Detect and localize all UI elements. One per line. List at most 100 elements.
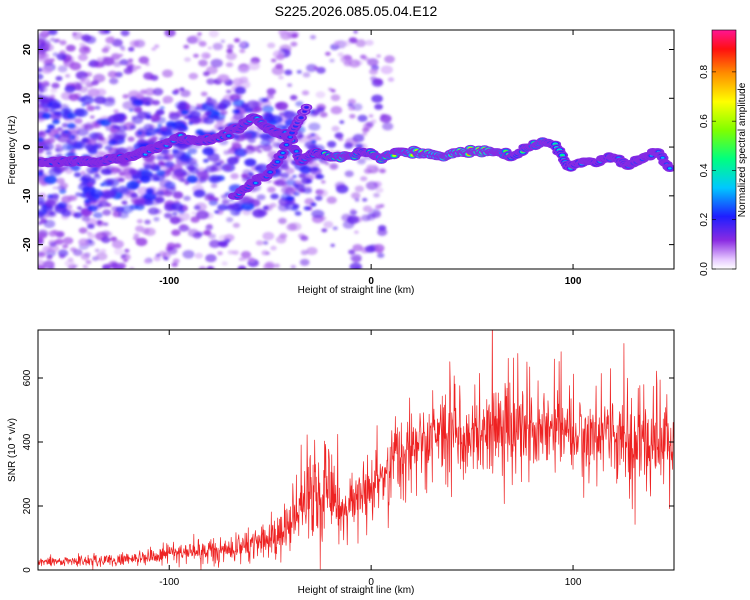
x-tick-label: -100	[159, 276, 179, 287]
noise-blob	[77, 53, 88, 62]
noise-blob	[290, 265, 296, 269]
noise-blob	[107, 260, 119, 269]
noise-blob	[365, 121, 374, 128]
noise-blob	[109, 77, 119, 85]
noise-blob	[230, 116, 240, 123]
noise-blob	[226, 205, 232, 209]
noise-blob	[321, 228, 328, 233]
noise-blob	[295, 101, 304, 107]
noise-blob	[244, 146, 255, 154]
ridge-blob	[294, 150, 299, 153]
noise-blob	[128, 47, 135, 52]
noise-blob	[38, 103, 44, 109]
noise-blob	[330, 243, 335, 247]
noise-blob	[120, 47, 126, 52]
noise-blob	[105, 178, 111, 183]
noise-blob	[100, 168, 111, 175]
noise-blob	[183, 195, 191, 201]
noise-blob	[47, 137, 56, 144]
noise-blob	[348, 249, 356, 255]
noise-blob	[137, 131, 143, 135]
noise-blob	[124, 248, 130, 253]
noise-blob	[227, 250, 235, 255]
noise-blob	[233, 38, 241, 43]
noise-blob	[296, 70, 302, 74]
noise-blob	[315, 91, 326, 99]
noise-blob	[44, 199, 56, 208]
noise-blob	[287, 83, 293, 88]
noise-blob	[210, 183, 218, 188]
noise-blob	[244, 107, 253, 113]
noise-blob	[239, 42, 247, 47]
noise-blob	[369, 68, 378, 75]
noise-blob	[44, 129, 50, 133]
noise-blob	[51, 102, 62, 110]
noise-blob	[57, 201, 68, 209]
noise-blob	[164, 30, 176, 37]
noise-blob	[196, 103, 201, 107]
y-tick-label: 400	[22, 433, 33, 450]
noise-blob	[127, 136, 135, 142]
noise-blob	[276, 54, 285, 61]
noise-blob	[76, 82, 81, 87]
noise-blob	[331, 125, 340, 132]
noise-blob	[38, 67, 43, 73]
noise-blob	[102, 97, 116, 107]
noise-blob	[107, 115, 120, 123]
colorbar: 0.0 0.2 0.4 0.6 0.8 Normalized spectral ampl…	[699, 29, 748, 276]
x-tick-label: 0	[368, 577, 374, 588]
noise-blob	[38, 131, 45, 137]
noise-blob	[220, 39, 225, 43]
spectrogram-ridge	[38, 103, 674, 200]
noise-blob	[232, 222, 240, 228]
noise-blob	[310, 133, 316, 137]
noise-blob	[64, 259, 76, 268]
noise-blob	[132, 105, 143, 113]
noise-blob	[164, 257, 169, 261]
noise-blob	[55, 76, 63, 81]
noise-blob	[55, 177, 65, 185]
noise-blob	[138, 138, 145, 143]
noise-blob	[84, 124, 94, 131]
noise-blob	[348, 59, 361, 68]
noise-blob	[47, 194, 54, 199]
noise-blob	[267, 42, 276, 49]
noise-blob	[171, 202, 184, 211]
noise-blob	[91, 166, 99, 172]
noise-blob	[52, 229, 59, 235]
snr-series-line	[38, 330, 674, 570]
noise-blob	[193, 205, 201, 210]
noise-blob	[89, 60, 99, 68]
noise-blob	[147, 207, 160, 215]
noise-blob	[379, 168, 386, 174]
noise-blob	[351, 255, 362, 263]
noise-blob	[206, 66, 218, 75]
noise-blob	[365, 181, 379, 191]
noise-blob	[47, 124, 55, 130]
noise-blob	[76, 128, 89, 137]
noise-blob	[117, 124, 128, 132]
noise-blob	[174, 243, 182, 249]
spectrogram-x-axis-label: Height of straight line (km)	[298, 285, 415, 296]
noise-blob	[361, 132, 368, 136]
noise-blob	[300, 235, 309, 241]
noise-blob	[373, 244, 385, 253]
noise-blob	[226, 217, 234, 223]
noise-blob	[312, 166, 319, 171]
noise-blob	[333, 40, 342, 46]
noise-blob	[375, 204, 382, 210]
noise-blob	[87, 233, 96, 239]
noise-blob	[96, 252, 108, 261]
noise-blob	[267, 186, 276, 193]
noise-blob	[350, 208, 356, 212]
noise-blob	[105, 36, 115, 44]
noise-blob	[158, 250, 167, 257]
noise-blob	[152, 100, 160, 106]
noise-blob	[119, 59, 129, 66]
noise-blob	[143, 192, 157, 201]
noise-blob	[298, 173, 306, 179]
noise-blob	[241, 173, 248, 178]
noise-blob	[118, 211, 129, 219]
noise-blob	[373, 78, 383, 85]
